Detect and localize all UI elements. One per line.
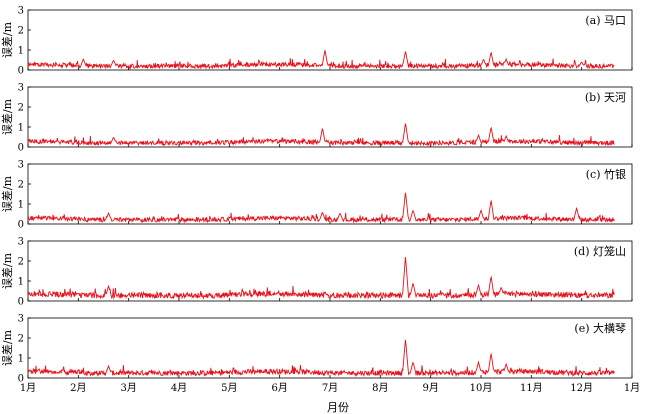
- panel-b: 0 1 2 3 误差/m (b) 天河: [0, 83, 633, 154]
- x-tick-label: 1月: [20, 382, 36, 394]
- x-tick-label: 4月: [171, 382, 187, 394]
- y-tick-label: 2: [18, 180, 24, 191]
- panel-frame: [27, 9, 633, 71]
- y-axis-title: 误差/m: [0, 98, 14, 135]
- panel-label: (e) 大横琴: [574, 321, 626, 335]
- y-tick-label: 1: [18, 123, 24, 134]
- error-series-line: [27, 257, 615, 300]
- x-tick-label: 1月: [624, 382, 640, 394]
- error-series-line: [27, 123, 615, 147]
- error-series-line: [27, 339, 615, 378]
- y-tick-label: 3: [18, 83, 24, 94]
- panel-frame: [27, 86, 633, 148]
- panel-d: 0 1 2 3 误差/m (d) 灯笼山: [0, 237, 633, 308]
- x-tick-label: 9月: [422, 382, 438, 394]
- panel-label: (b) 天河: [585, 91, 626, 104]
- panel-label: (d) 灯笼山: [574, 244, 626, 258]
- panel-e: 0 1 2 3 误差/m (e) 大横琴: [0, 314, 633, 385]
- panel-frame: [27, 317, 633, 379]
- y-tick-label: 1: [18, 277, 24, 288]
- x-tick-label: 6月: [271, 382, 287, 394]
- x-tick-label: 5月: [221, 382, 237, 394]
- y-tick-label: 3: [18, 160, 24, 171]
- panel-a: 0 1 2 3 误差/m (a) 马口: [0, 6, 633, 77]
- x-axis: 1月 2月 3月 4月 5月 6月 7月 8月 9月 10月 11月 12月 1月: [20, 382, 640, 394]
- y-tick-label: 0: [18, 220, 24, 231]
- panel-label: (a) 马口: [585, 14, 626, 27]
- panel-frame: [27, 163, 633, 225]
- error-series-line: [27, 192, 615, 224]
- y-tick-label: 3: [18, 6, 24, 17]
- x-tick-label: 7月: [322, 382, 338, 394]
- x-tick-label: 3月: [120, 382, 136, 394]
- x-tick-label: 8月: [372, 382, 388, 394]
- y-tick-label: 0: [18, 297, 24, 308]
- x-axis-title: 月份: [327, 401, 349, 414]
- y-tick-label: 3: [18, 314, 24, 325]
- x-tick-label: 2月: [70, 382, 86, 394]
- y-tick-label: 0: [18, 374, 24, 385]
- x-tick-label: 12月: [570, 382, 593, 394]
- y-axis-title: 误差/m: [0, 252, 14, 289]
- panel-frame: [27, 240, 633, 302]
- y-tick-label: 1: [18, 354, 24, 365]
- x-tick-label: 10月: [470, 382, 493, 394]
- y-tick-label: 0: [18, 66, 24, 77]
- x-tick-label: 11月: [520, 382, 543, 394]
- y-tick-label: 3: [18, 237, 24, 248]
- y-tick-label: 2: [18, 26, 24, 37]
- y-tick-label: 0: [18, 143, 24, 154]
- panel-label: (c) 竹银: [586, 167, 626, 181]
- panel-c: 0 1 2 3 误差/m (c) 竹银: [0, 160, 633, 231]
- y-axis-title: 误差/m: [0, 329, 14, 366]
- y-axis-title: 误差/m: [0, 175, 14, 212]
- panels-group: 0 1 2 3 误差/m (a) 马口 0 1 2 3 误差/m (b) 天河 0 1 2 3 误差/m (c) …: [0, 6, 633, 385]
- y-axis-title: 误差/m: [0, 21, 14, 58]
- y-tick-label: 1: [18, 46, 24, 57]
- error-series-line: [27, 50, 615, 70]
- y-tick-label: 2: [18, 257, 24, 268]
- y-tick-label: 2: [18, 103, 24, 114]
- y-tick-label: 1: [18, 200, 24, 211]
- y-tick-label: 2: [18, 334, 24, 345]
